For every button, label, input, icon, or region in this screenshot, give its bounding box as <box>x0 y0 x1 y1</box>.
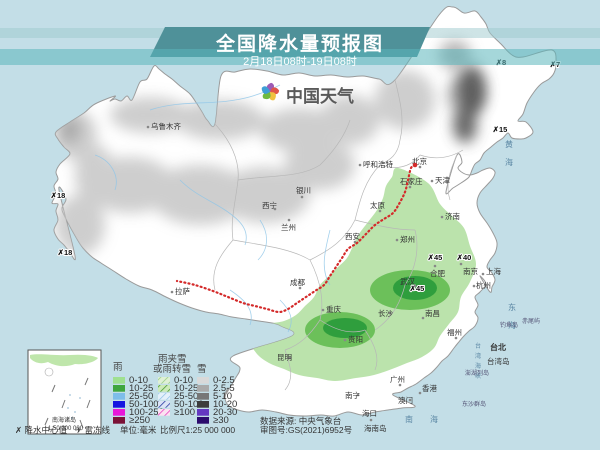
svg-text:数据来源: 中央气象台: 数据来源: 中央气象台 <box>260 416 341 426</box>
svg-text:单位:毫米: 单位:毫米 <box>120 425 157 435</box>
svg-text:审图号:GS(2021)6952号: 审图号:GS(2021)6952号 <box>260 425 352 435</box>
svg-text:雪: 雪 <box>197 364 207 375</box>
svg-text:比例尺1:25 000 000: 比例尺1:25 000 000 <box>160 425 235 435</box>
svg-text:✈ 雷冻线: ✈ 雷冻线 <box>75 425 110 435</box>
svg-text:雨: 雨 <box>113 362 123 373</box>
svg-text:✗ 降水中心值: ✗ 降水中心值 <box>15 425 67 435</box>
svg-text:或雨转雪: 或雨转雪 <box>153 363 191 375</box>
svg-text:南海诸岛: 南海诸岛 <box>52 416 76 424</box>
svg-text:≥100: ≥100 <box>174 407 195 418</box>
